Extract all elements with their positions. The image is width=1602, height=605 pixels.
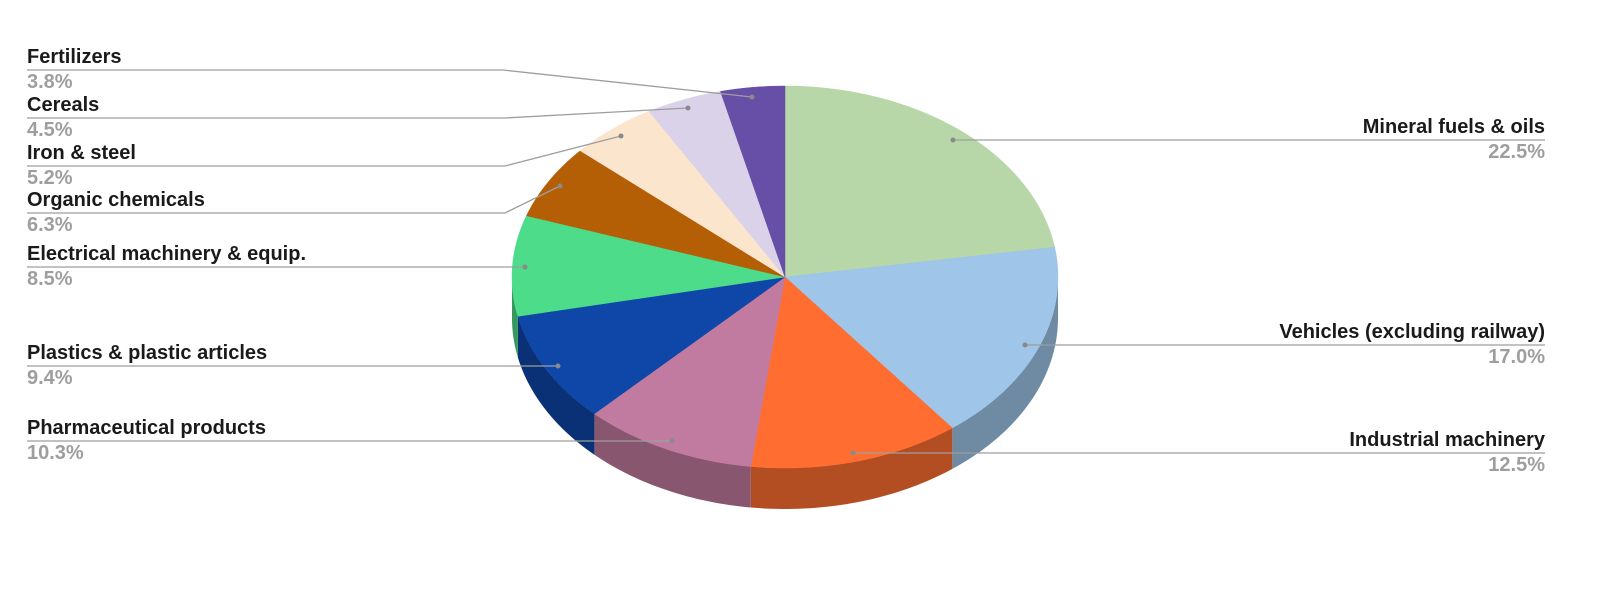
pie-slice[interactable] <box>750 276 953 469</box>
pie-slice[interactable] <box>593 276 786 467</box>
leader-line <box>27 107 689 119</box>
slice-label: Plastics & plastic articles <box>27 342 268 364</box>
slice-percent: 6.3% <box>27 214 73 236</box>
slice-percent: 3.8% <box>27 71 73 93</box>
leader-dot <box>749 94 755 100</box>
leader-dot <box>1022 342 1028 348</box>
slice-label: Mineral fuels & oils <box>1362 116 1545 138</box>
leader-dot <box>685 105 691 111</box>
slice-label: Iron & steel <box>27 142 136 164</box>
leader-dot <box>557 183 563 189</box>
slice-label: Industrial machinery <box>1349 429 1545 451</box>
slice-label: Electrical machinery & equip. <box>27 243 306 265</box>
pie-slice[interactable] <box>784 246 1059 429</box>
leader-dot <box>522 264 528 270</box>
pie-slice[interactable] <box>526 150 786 278</box>
slice-label: Organic chemicals <box>27 189 205 211</box>
pie-side-4 <box>517 316 595 455</box>
leader-dot <box>555 363 561 369</box>
slice-percent: 9.4% <box>27 367 73 389</box>
slice-percent: 5.2% <box>27 167 73 189</box>
pie-slice[interactable] <box>517 276 786 415</box>
slice-percent: 22.5% <box>1488 141 1545 163</box>
slice-label: Vehicles (excluding railway) <box>1279 321 1545 343</box>
slice-label: Cereals <box>27 94 100 116</box>
leader-line <box>27 135 622 167</box>
slice-percent: 12.5% <box>1488 454 1545 476</box>
leader-dot <box>950 137 956 143</box>
pie-slice[interactable] <box>511 215 786 317</box>
slice-label: Fertilizers <box>27 46 122 68</box>
leader-line <box>27 185 561 214</box>
slice-percent: 8.5% <box>27 268 73 290</box>
pie-slice[interactable] <box>579 111 786 278</box>
slice-label: Pharmaceutical products <box>27 417 266 439</box>
leader-dot <box>618 133 624 139</box>
slice-percent: 10.3% <box>27 442 84 464</box>
leader-dot <box>850 450 856 456</box>
pie-side-2 <box>750 427 953 509</box>
pie-slice[interactable] <box>784 85 1055 278</box>
pie-side-3 <box>594 413 751 508</box>
leader-dot <box>669 438 675 444</box>
pie-slice[interactable] <box>720 85 786 278</box>
slice-percent: 17.0% <box>1488 346 1545 368</box>
pie-side-1 <box>952 277 1058 469</box>
leader-line <box>27 69 753 98</box>
slice-percent: 4.5% <box>27 119 73 141</box>
